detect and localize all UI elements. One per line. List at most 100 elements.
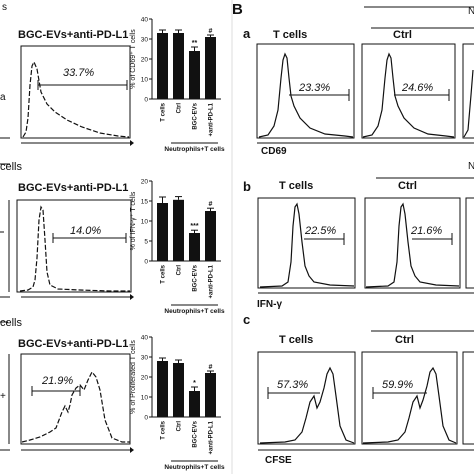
bar-2-3 <box>205 211 216 261</box>
bar-2-2 <box>189 233 200 261</box>
right-row-b: b T cells Ctrl 22.5% 21.6% IFN-γ <box>243 177 474 310</box>
histogram-curve-ctrl-c <box>362 366 457 444</box>
bar-category-2-1: Ctrl <box>177 265 183 276</box>
right-row-c: c T cells Ctrl 57.3% 59.9% CFSE <box>243 312 474 466</box>
bar-ytick-label-3-0: 0 <box>144 415 148 422</box>
row-letter-c: c <box>243 312 250 327</box>
bar-category-2-2: BGC-EVs <box>193 264 199 291</box>
histogram-frame-edge-a <box>462 43 474 139</box>
bar-ytick-label-2-3: 15 <box>141 199 149 206</box>
histogram-curve-ctrl-a <box>362 52 455 138</box>
edge-mark-2: N <box>468 161 474 172</box>
gate-percent-tcells-c: 57.3% <box>277 379 308 391</box>
left-histogram-row-3: cells BGC-EVs+anti-PD-L1 21.9% + <box>0 317 134 453</box>
bar-ylabel-1: % of CD69⁺ T cells <box>130 29 137 89</box>
bar-ytick-label-2-0: 0 <box>144 259 148 266</box>
histogram-frame-ctrl-c <box>361 351 458 445</box>
histogram-frame-edge-c <box>462 351 474 445</box>
bar-group-caption-3: Neutrophils+T cells <box>164 464 225 471</box>
bar-ytick-label-1-1: 10 <box>141 77 149 84</box>
row-label-row-2: cells <box>0 161 23 173</box>
col-title-tcells-c: T cells <box>279 334 313 346</box>
gate-percent-ctrl-c: 59.9% <box>382 379 413 391</box>
histogram-curve-row-2 <box>19 205 130 292</box>
gate-percent-row-3: 21.9% <box>41 375 73 387</box>
bar-category-1-0: T cells <box>161 102 167 121</box>
bar-sig-1-3: # <box>209 28 213 35</box>
bar-ytick-label-2-4: 20 <box>141 179 149 186</box>
left-histogram-row-1: BGC-EVs+anti-PD-L1 a 33.7% <box>0 29 134 146</box>
marker-label-b: IFN-γ <box>257 299 282 310</box>
bar-ytick-label-3-2: 20 <box>141 375 149 382</box>
gate-percent-tcells-b: 22.5% <box>304 225 336 237</box>
bar-sig-2-3: # <box>209 201 213 208</box>
bar-category-2-3: +anti-PD-L1 <box>209 264 215 298</box>
bar-ytick-label-1-2: 20 <box>141 57 149 64</box>
bar-sig-2-2: *** <box>190 223 198 230</box>
bar-ytick-label-3-3: 30 <box>141 355 149 362</box>
right-row-a: a T cells Ctrl 23.3% 24.6% CD69 <box>243 26 474 157</box>
axis-arrow-row-3 <box>130 447 134 453</box>
bar-category-1-2: BGC-EVs <box>193 102 199 129</box>
bar-3-1 <box>173 363 184 417</box>
bar-2-0 <box>157 203 168 261</box>
bar-3-3 <box>205 373 216 417</box>
bar-ytick-label-3-4: 40 <box>141 335 149 342</box>
col-title-tcells-a: T cells <box>273 29 307 41</box>
gate-percent-row-1: 33.7% <box>63 67 94 79</box>
histogram-frame-tcells-c <box>257 351 356 445</box>
bar-chart-1: 0 10 20 30 40 % of CD69⁺ T cells T cells Ctrl **… <box>130 17 225 154</box>
histogram-frame-ctrl-a <box>361 43 456 139</box>
histogram-frame-ctrl-b <box>364 197 461 289</box>
histogram-curve-row-3 <box>21 370 130 443</box>
fragment-mark-row-1: a <box>0 92 6 103</box>
row-label-row-3: cells <box>0 317 23 329</box>
axis-arrow-row-1 <box>130 140 134 146</box>
histogram-frame-row-2 <box>16 199 132 293</box>
histogram-curve-tcells-c <box>259 366 355 444</box>
bar-ytick-label-1-4: 40 <box>141 17 149 24</box>
bar-sig-3-3: # <box>209 364 213 371</box>
axis-arrow-row-2 <box>130 294 134 300</box>
gate-percent-tcells-a: 23.3% <box>298 82 330 94</box>
bar-category-3-1: Ctrl <box>177 421 183 432</box>
marker-label-c: CFSE <box>265 455 292 466</box>
bar-ytick-label-1-3: 30 <box>141 37 149 44</box>
histogram-frame-row-1 <box>20 45 131 139</box>
gate-percent-ctrl-a: 24.6% <box>401 82 433 94</box>
col-title-ctrl-b: Ctrl <box>398 180 417 192</box>
histogram-curve-edge-a <box>463 69 474 138</box>
histogram-title-row-3: BGC-EVs+anti-PD-L1 <box>18 338 128 350</box>
bar-category-3-2: BGC-EVs <box>193 420 199 447</box>
bar-ytick-label-3-1: 10 <box>141 395 149 402</box>
bar-chart-3: 0 10 20 30 40 % of Proliferated T cells T cell… <box>130 335 225 472</box>
row-letter-b: b <box>243 179 251 194</box>
left-histogram-row-2: cells BGC-EVs+anti-PD-L1 14.0% <box>0 161 134 300</box>
histogram-curve-tcells-b <box>259 202 355 288</box>
bar-3-0 <box>157 361 168 417</box>
bar-ytick-label-2-1: 5 <box>144 239 148 246</box>
bar-sig-3-2: * <box>193 380 196 387</box>
gate-percent-row-2: 14.0% <box>70 225 101 237</box>
gate-percent-ctrl-b: 21.6% <box>410 225 442 237</box>
bar-group-caption-2: Neutrophils+T cells <box>164 308 225 315</box>
bar-2-1 <box>173 199 184 261</box>
fragment-mark-row-3: + <box>0 391 6 402</box>
bar-ytick-label-2-2: 10 <box>141 219 149 226</box>
col-title-ctrl-a: Ctrl <box>393 29 412 41</box>
bar-category-3-3: +anti-PD-L1 <box>209 420 215 454</box>
edge-mark-1: N <box>468 6 474 17</box>
histogram-frame-tcells-b <box>257 197 356 289</box>
histogram-frame-row-3 <box>20 353 131 445</box>
histogram-curve-ctrl-b <box>365 202 460 288</box>
histogram-title-row-2: BGC-EVs+anti-PD-L1 <box>18 182 128 194</box>
bar-ylabel-2: % of IFN-γ⁺ T cells <box>130 191 137 250</box>
bar-1-2 <box>189 51 200 99</box>
bar-3-2 <box>189 391 200 417</box>
panel-letter-b: B <box>232 1 243 18</box>
bar-sig-1-2: ** <box>192 40 198 47</box>
histogram-frame-tcells-a <box>256 43 355 139</box>
